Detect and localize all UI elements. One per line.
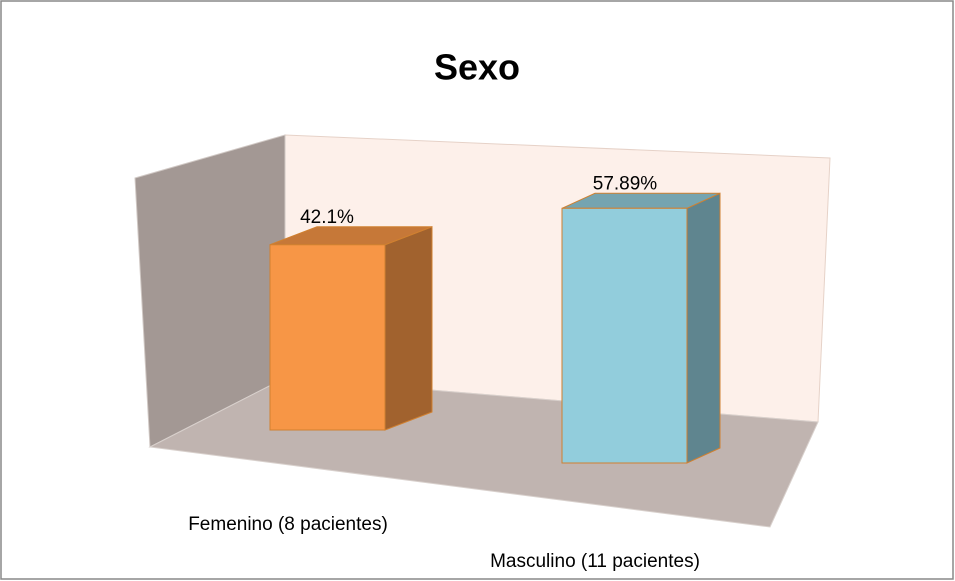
x-tick-label: Masculino (11 pacientes) [490, 551, 700, 572]
data-label: 42.1% [300, 207, 354, 228]
bar [269, 244, 386, 431]
data-label: 57.89% [593, 173, 658, 194]
chart-title: Sexo [434, 47, 520, 88]
x-tick-label: Femenino (8 pacientes) [188, 514, 388, 535]
bar-side [384, 226, 433, 431]
bar-side [686, 192, 721, 464]
bar [561, 207, 688, 464]
